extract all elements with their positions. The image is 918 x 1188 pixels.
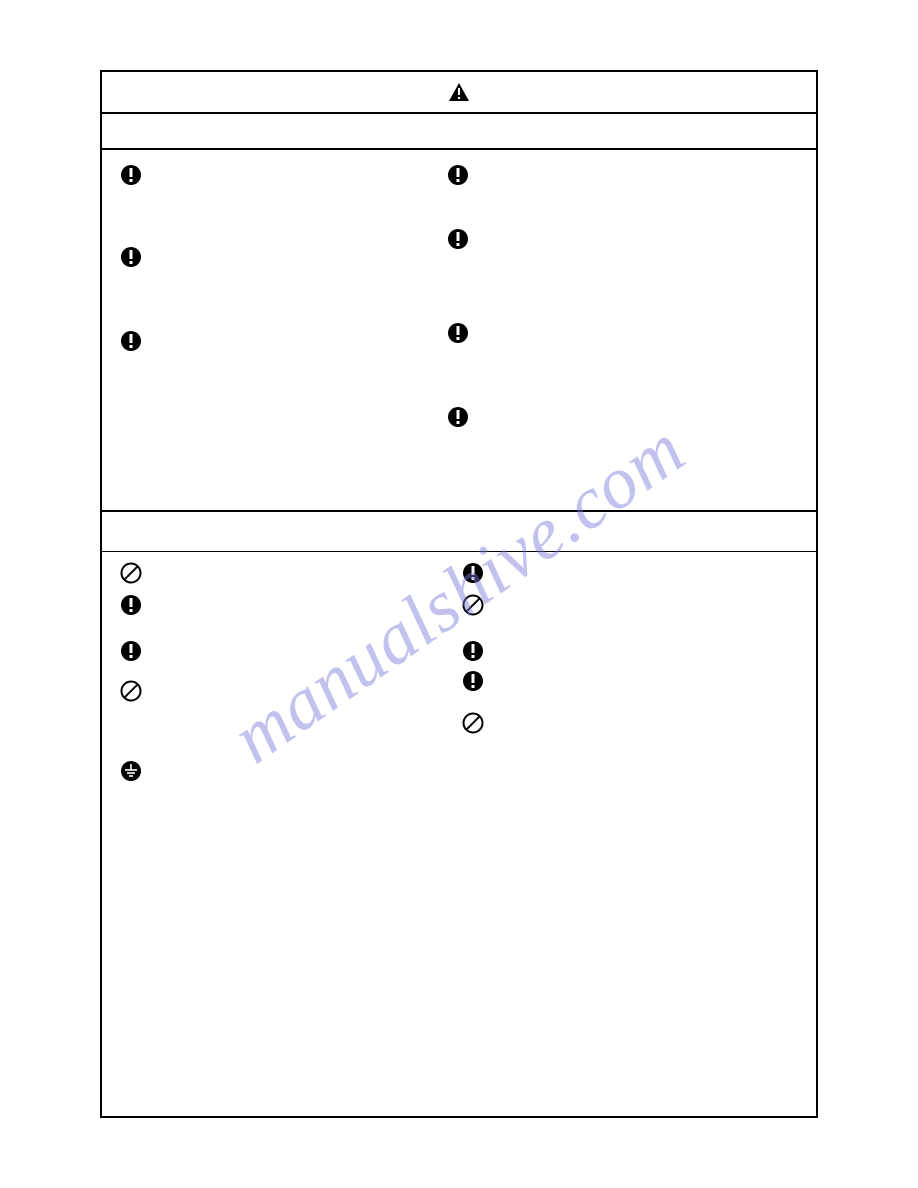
exclamation-icon <box>447 164 469 186</box>
prohibit-icon <box>462 712 484 734</box>
exclamation-icon <box>447 322 469 344</box>
exclamation-icon <box>447 406 469 428</box>
exclamation-icon <box>120 330 142 352</box>
header-row <box>102 72 816 114</box>
prohibit-icon <box>120 680 142 702</box>
section-2 <box>102 552 816 1117</box>
page-frame <box>100 70 818 1118</box>
exclamation-icon <box>120 164 142 186</box>
exclamation-icon <box>120 246 142 268</box>
ground-icon <box>120 760 142 782</box>
exclamation-icon <box>462 562 484 584</box>
exclamation-icon <box>462 670 484 692</box>
section-2-header <box>102 512 816 552</box>
exclamation-icon <box>120 594 142 616</box>
warning-triangle-icon <box>448 82 470 102</box>
sub-header-row <box>102 114 816 150</box>
exclamation-icon <box>120 640 142 662</box>
prohibit-icon <box>120 562 142 584</box>
exclamation-icon <box>462 640 484 662</box>
section-1 <box>102 150 816 512</box>
prohibit-icon <box>462 594 484 616</box>
exclamation-icon <box>447 228 469 250</box>
